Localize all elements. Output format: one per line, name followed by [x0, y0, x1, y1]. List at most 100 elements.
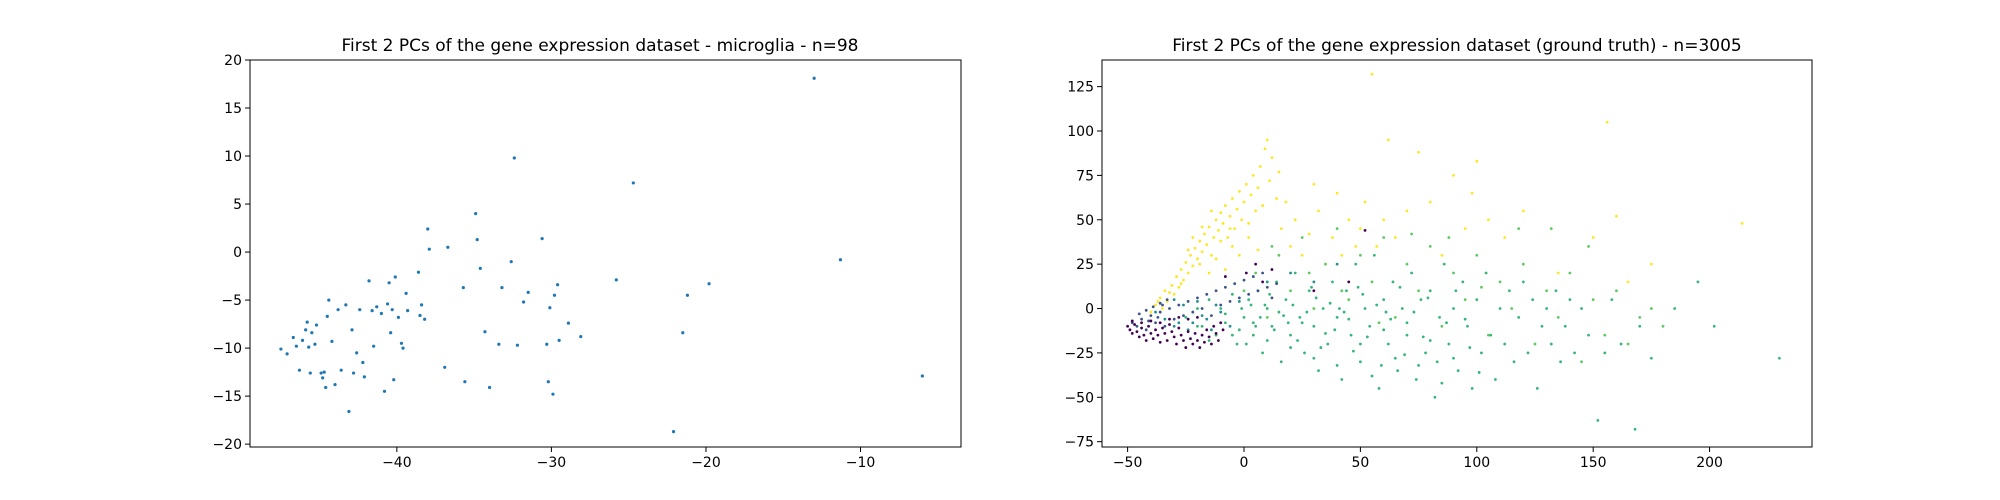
left-data-point: [362, 375, 366, 379]
right-data-point: [1175, 275, 1178, 278]
right-data-point: [1354, 262, 1358, 266]
right-data-point: [1370, 72, 1374, 76]
right-data-point: [1405, 262, 1409, 266]
right-data-point: [1275, 282, 1278, 286]
right-data-point: [1310, 285, 1313, 289]
right-data-point: [1521, 280, 1525, 284]
right-data-point: [1649, 356, 1653, 360]
right-data-point: [1468, 346, 1472, 349]
right-data-point: [1179, 282, 1183, 286]
right-data-point: [1256, 289, 1260, 293]
right-data-point: [1393, 236, 1397, 239]
right-data-point: [1480, 351, 1483, 355]
left-y-tick-label: −15: [212, 389, 242, 405]
right-data-point: [1254, 262, 1258, 266]
right-data-point: [1228, 324, 1232, 328]
left-data-point: [487, 385, 492, 390]
right-data-point: [1638, 324, 1642, 328]
left-data-point: [350, 328, 354, 332]
right-data-point: [1191, 264, 1195, 268]
right-data-point: [1272, 328, 1276, 332]
right-data-point: [1435, 360, 1439, 364]
right-data-point: [1228, 214, 1232, 218]
right-data-point: [1219, 303, 1223, 307]
left-data-point: [344, 303, 348, 307]
right-data-point: [1293, 271, 1297, 275]
right-data-point: [1405, 333, 1409, 337]
right-data-point: [1165, 339, 1169, 342]
right-data-point: [1324, 331, 1327, 335]
right-data-point: [1233, 227, 1237, 231]
right-x-tick-label: 150: [1580, 455, 1607, 471]
left-data-point: [707, 282, 711, 286]
right-chart-points: [1126, 72, 1781, 431]
right-data-point: [1440, 253, 1444, 257]
left-data-point: [418, 313, 422, 318]
right-data-point: [1333, 328, 1337, 332]
right-data-point: [1237, 300, 1241, 303]
right-data-point: [1223, 204, 1227, 207]
left-data-point: [396, 315, 400, 319]
right-chart-title: First 2 PCs of the gene expression datas…: [1172, 36, 1741, 56]
right-data-point: [1233, 282, 1237, 286]
right-data-point: [1428, 244, 1432, 248]
left-data-point: [509, 260, 513, 264]
right-data-point: [1312, 280, 1316, 284]
right-data-point: [1626, 342, 1630, 346]
left-data-point: [336, 308, 340, 312]
right-data-point: [1147, 319, 1150, 323]
right-data-point: [1340, 253, 1344, 257]
right-data-point: [1463, 298, 1467, 302]
right-data-point: [1130, 331, 1134, 335]
right-data-point: [1198, 346, 1202, 349]
right-data-point: [1279, 227, 1283, 231]
left-data-point: [555, 283, 560, 287]
right-data-point: [1615, 289, 1618, 293]
left-data-point: [387, 281, 391, 285]
right-data-point: [1149, 314, 1153, 318]
right-data-point: [1221, 328, 1225, 332]
right-data-point: [1186, 317, 1190, 321]
right-data-point: [1186, 300, 1190, 303]
right-data-point: [1649, 262, 1653, 266]
right-data-point: [1445, 321, 1448, 325]
right-data-point: [1568, 271, 1572, 275]
right-data-point: [1454, 289, 1458, 293]
left-x-tick-label: −20: [691, 455, 721, 471]
left-data-point: [399, 341, 404, 345]
right-data-point: [1405, 321, 1409, 325]
right-data-point: [1293, 218, 1297, 222]
right-data-point: [1230, 333, 1234, 337]
right-data-point: [1307, 232, 1311, 236]
right-data-point: [1133, 323, 1136, 326]
right-data-point: [1410, 271, 1414, 275]
right-data-point: [1186, 271, 1190, 275]
right-data-point: [1254, 271, 1258, 275]
right-data-point: [1335, 316, 1339, 319]
right-data-point: [1216, 339, 1220, 342]
right-data-point: [1182, 303, 1185, 307]
right-data-point: [1265, 280, 1269, 284]
right-data-point: [1417, 363, 1420, 367]
right-data-point: [1240, 307, 1244, 310]
right-data-point: [1205, 243, 1209, 247]
right-data-point: [1172, 292, 1176, 296]
right-data-point: [1563, 324, 1567, 328]
right-data-point: [1186, 248, 1190, 252]
right-data-point: [1182, 314, 1185, 318]
right-data-point: [1251, 173, 1255, 177]
right-data-point: [1258, 316, 1262, 319]
right-data-point: [1163, 324, 1167, 328]
right-data-point: [1382, 218, 1386, 222]
right-data-point: [1214, 289, 1218, 293]
right-y-tick-label: −50: [1064, 390, 1094, 406]
right-data-point: [1477, 371, 1481, 374]
right-data-point: [1140, 321, 1143, 325]
left-chart-axes: −40 −30 −20 −10 −20 −15 −10 −5 0 5 10 15 20: [212, 53, 875, 471]
right-data-point: [1696, 280, 1700, 284]
right-data-point: [1261, 204, 1265, 207]
left-data-point: [339, 368, 343, 372]
right-data-point: [1177, 326, 1181, 330]
right-data-point: [1223, 268, 1227, 271]
